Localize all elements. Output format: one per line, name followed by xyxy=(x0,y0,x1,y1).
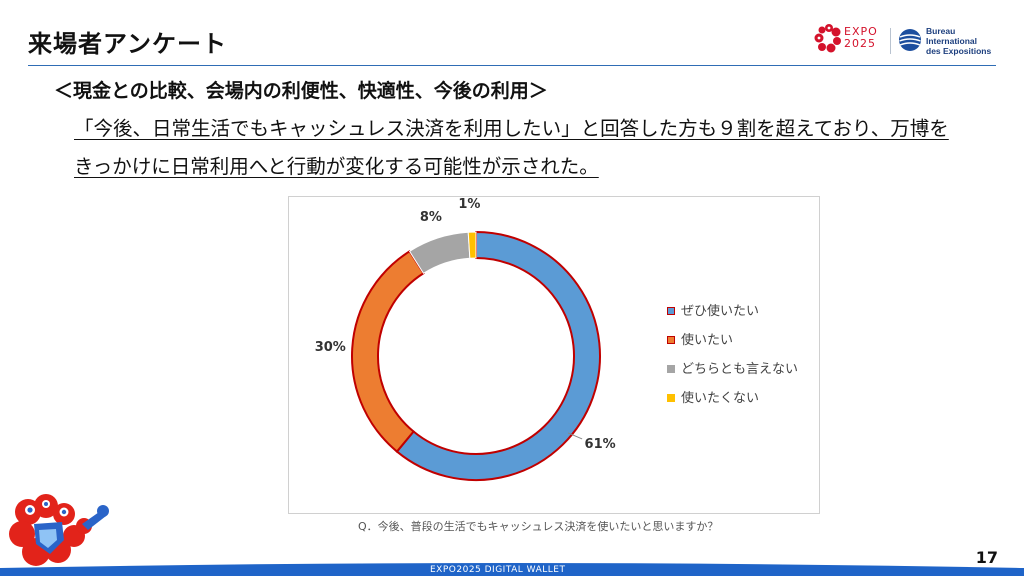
header-logos: EXPO 2025 Bureau International des Expos… xyxy=(814,20,991,60)
legend-label-2: 使いたい xyxy=(681,333,734,348)
data-label-3: 8% xyxy=(420,210,442,225)
footer-bar xyxy=(0,563,1024,576)
donut-chart-panel: 61% 30% 8% 1% ぜひ使いたい 使いたいどちらとも言えない 使いたくない xyxy=(288,196,820,514)
expo2025-logo xyxy=(814,24,841,53)
bie-line2: International xyxy=(926,36,978,46)
expo-logo-line1: EXPO xyxy=(844,25,878,38)
legend-label-1: ぜひ使いたい xyxy=(681,304,760,319)
bie-globe-icon xyxy=(899,29,921,51)
footer-label: EXPO2025 DIGITAL WALLET xyxy=(430,565,566,575)
leader-line-1 xyxy=(567,432,583,440)
legend-swatch-2 xyxy=(667,336,675,344)
page-title: 来場者アンケート xyxy=(28,30,228,58)
data-label-2: 30% xyxy=(315,340,346,355)
donut-slice-1 xyxy=(395,230,601,481)
data-label-1: 61% xyxy=(585,437,616,452)
summary-line-2: きっかけに日常利用へと行動が変化する可能性が示された。 xyxy=(74,155,599,178)
section-subtitle: ＜現金との比較、会場内の利便性、快適性、今後の利用＞ xyxy=(54,80,548,102)
expo-logo-text: EXPO 2025 xyxy=(844,26,878,50)
title-divider xyxy=(28,65,996,66)
donut-chart: 61% 30% 8% 1% xyxy=(315,197,616,481)
summary-line-1: 「今後、日常生活でもキャッシュレス決済を利用したい」と回答した方も９割を超えてお… xyxy=(74,117,949,140)
legend-swatch-4 xyxy=(667,394,675,402)
bie-line3: des Expositions xyxy=(926,46,992,56)
bie-line1: Bureau xyxy=(926,26,956,36)
donut-slice-4 xyxy=(467,231,477,259)
legend-swatch-3 xyxy=(667,365,675,373)
survey-question: Q．今後、普段の生活でもキャッシュレス決済を使いたいと思いますか？ xyxy=(358,520,719,533)
page-number: 17 xyxy=(975,548,998,567)
expo-logo-line2: 2025 xyxy=(844,37,876,50)
data-label-4: 1% xyxy=(458,197,480,212)
myaku-myaku-mascot xyxy=(9,494,109,566)
legend-label-4: 使いたくない xyxy=(681,391,760,406)
donut-slice-2 xyxy=(351,249,425,453)
logo-divider xyxy=(890,28,891,54)
bie-logo-text: Bureau International des Expositions xyxy=(926,26,991,56)
legend-label-3: どちらとも言えない xyxy=(681,362,799,377)
summary-text: 「今後、日常生活でもキャッシュレス決済を利用したい」と回答した方も９割を超えてお… xyxy=(74,110,1004,186)
legend-swatch-1 xyxy=(667,307,675,315)
